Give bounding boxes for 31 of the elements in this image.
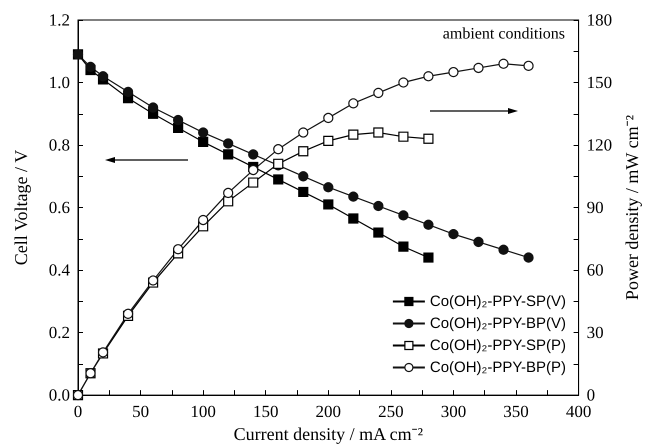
legend-label: Co(OH)₂-PPY-BP(P) <box>430 359 566 376</box>
y2-axis-title: Power density / mW cm⁻² <box>622 115 642 300</box>
y2-tick-label: 0 <box>586 386 596 405</box>
y2-tick-label: 90 <box>586 198 604 218</box>
y2-tick-label: 60 <box>586 260 604 280</box>
y2-tick-label: 150 <box>586 73 612 92</box>
y-tick-label: 1.2 <box>48 10 70 30</box>
legend-label: Co(OH)₂-PPY-SP(P) <box>430 337 566 354</box>
x-tick-label: 100 <box>190 402 216 422</box>
x-tick-label: 50 <box>132 402 150 422</box>
y-tick-label: 0.0 <box>48 386 70 405</box>
x-tick-label: 0 <box>74 402 82 422</box>
x-axis-title: Current density / mA cm⁻² <box>234 424 423 444</box>
legend-label: Co(OH)₂-PPY-SP(V) <box>430 293 566 310</box>
x-tick-label: 350 <box>503 402 529 422</box>
y-tick-label: 0.8 <box>48 136 70 155</box>
annotation: ambient conditions <box>442 26 565 42</box>
x-tick-label: 400 <box>566 402 592 422</box>
y-tick-label: 1.0 <box>48 73 70 92</box>
y-axis-title: Cell Voltage / V <box>11 150 31 266</box>
y2-tick-label: 180 <box>586 10 612 30</box>
y2-tick-label: 30 <box>586 323 604 342</box>
y-tick-label: 0.2 <box>48 323 70 342</box>
y-tick-label: 0.4 <box>48 260 70 280</box>
x-tick-label: 150 <box>252 402 278 422</box>
legend-label: Co(OH)₂-PPY-BP(V) <box>430 315 566 332</box>
y-tick-label: 0.6 <box>48 198 70 218</box>
x-tick-label: 200 <box>316 402 342 422</box>
x-tick-label: 300 <box>440 402 466 422</box>
y2-tick-label: 120 <box>586 136 612 155</box>
x-tick-label: 250 <box>378 402 404 422</box>
